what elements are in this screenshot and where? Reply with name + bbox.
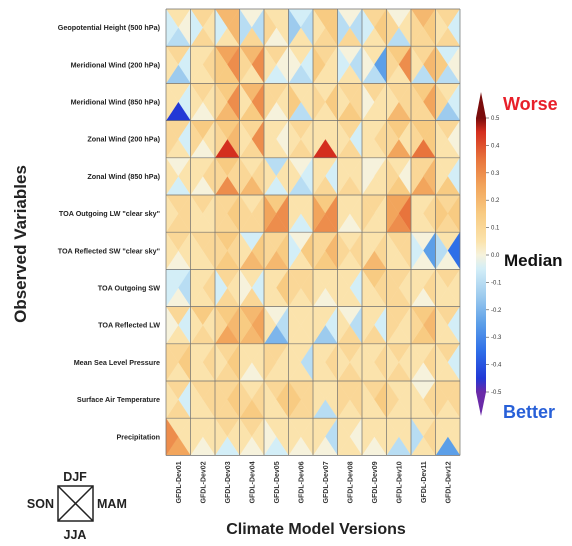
colorbar-tick-label: -0.1 xyxy=(491,280,502,286)
colorbar-tick-label: 0.5 xyxy=(491,116,500,122)
colorbar-tick-label: -0.3 xyxy=(491,335,502,341)
colorbar-tick-label: -0.5 xyxy=(491,390,502,396)
heatmap-cells xyxy=(165,8,461,456)
column-label: GFDL-Dev11 xyxy=(421,461,428,503)
row-label: Geopotential Height (500 hPa) xyxy=(58,23,161,32)
column-labels: GFDL-Dev01 GFDL-Dev02 GFDL-Dev03 GFDL-Dev04… xyxy=(176,461,453,503)
worse-label: Worse xyxy=(503,94,558,114)
row-label: Meridional Wind (200 hPa) xyxy=(71,60,161,69)
colorbar-tick-label: 0.2 xyxy=(491,198,500,204)
season-legend: DJF MAM JJA SON xyxy=(27,470,127,542)
column-label: GFDL-Dev03 xyxy=(225,461,232,503)
x-axis-title: Climate Model Versions xyxy=(226,521,406,538)
column-label: GFDL-Dev02 xyxy=(200,461,207,503)
season-label-top: DJF xyxy=(63,470,87,484)
column-label: GFDL-Dev04 xyxy=(249,461,256,503)
colorbar-tick-label: 0.3 xyxy=(491,171,500,177)
column-label: GFDL-Dev09 xyxy=(372,461,379,503)
colorbar: 0.5 0.4 0.3 0.2 0.1 0.0 -0.1 -0.2 -0.3 -0.4 -0.5 xyxy=(476,92,502,416)
colorbar-tick-label: 0.0 xyxy=(491,253,500,259)
season-label-bottom: JJA xyxy=(64,528,87,542)
row-labels: Geopotential Height (500 hPa) Meridional … xyxy=(58,23,161,441)
column-label: GFDL-Dev10 xyxy=(396,461,403,503)
season-legend-diagonal-2 xyxy=(57,485,94,522)
row-label: TOA Outgoing LW "clear sky" xyxy=(59,209,160,218)
row-label: TOA Reflected SW "clear sky" xyxy=(58,246,160,255)
colorbar-bottom-arrow xyxy=(476,392,486,416)
column-label: GFDL-Dev08 xyxy=(347,461,354,503)
row-label: Mean Sea Level Pressure xyxy=(74,358,160,367)
column-label: GFDL-Dev05 xyxy=(274,461,281,503)
row-label: Precipitation xyxy=(116,432,160,441)
median-label: Median xyxy=(504,251,563,270)
column-label: GFDL-Dev07 xyxy=(323,461,330,503)
y-axis-title: Observed Variables xyxy=(11,165,30,323)
colorbar-ticks: 0.5 0.4 0.3 0.2 0.1 0.0 -0.1 -0.2 -0.3 -0.4 -0.5 xyxy=(486,116,502,396)
row-label: Meridional Wind (850 hPa) xyxy=(71,98,161,107)
row-label: Zonal Wind (200 hPa) xyxy=(87,135,160,144)
colorbar-tick-label: -0.4 xyxy=(491,363,502,369)
colorbar-tick-label: -0.2 xyxy=(491,308,502,314)
colorbar-tick-label: 0.4 xyxy=(491,143,500,149)
colorbar-gradient xyxy=(476,118,486,392)
row-label: Surface Air Temperature xyxy=(77,395,160,404)
colorbar-tick-label: 0.1 xyxy=(491,226,500,232)
season-label-left: SON xyxy=(27,497,54,511)
column-label: GFDL-Dev12 xyxy=(445,461,452,503)
column-label: GFDL-Dev01 xyxy=(176,461,183,503)
row-label: Zonal Wind (850 hPa) xyxy=(87,172,160,181)
row-label: TOA Reflected LW xyxy=(98,321,160,330)
colorbar-top-arrow xyxy=(476,92,486,118)
season-label-right: MAM xyxy=(97,497,127,511)
column-label: GFDL-Dev06 xyxy=(298,461,305,503)
better-label: Better xyxy=(503,402,555,422)
heatmap-grid xyxy=(165,8,461,456)
row-label: TOA Outgoing SW xyxy=(98,284,160,293)
